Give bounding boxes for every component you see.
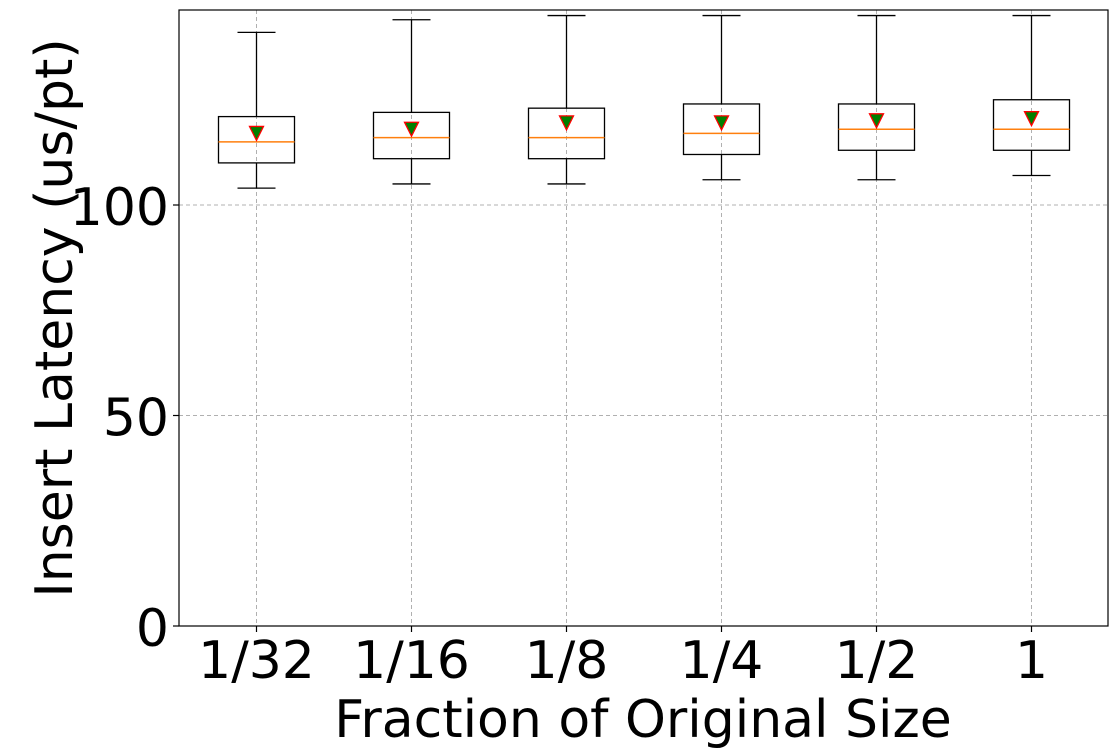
grid-lines bbox=[179, 10, 1108, 627]
y-tick-label: 100 bbox=[70, 178, 169, 238]
box-group bbox=[527, 14, 606, 185]
iqr-box bbox=[682, 103, 761, 156]
x-tick-label: 1/32 bbox=[198, 631, 315, 691]
mean-marker bbox=[403, 121, 420, 138]
mean-marker bbox=[248, 125, 265, 142]
iqr-box bbox=[837, 103, 916, 151]
plot-frame bbox=[178, 9, 1109, 627]
iqr-box bbox=[527, 107, 606, 160]
y-tick-label: 50 bbox=[103, 389, 169, 449]
box-group bbox=[992, 14, 1071, 177]
x-tick-label: 1/4 bbox=[680, 631, 764, 691]
box-group bbox=[837, 14, 916, 181]
iqr-box bbox=[992, 99, 1071, 151]
box-group bbox=[682, 14, 761, 181]
mean-marker bbox=[558, 115, 575, 132]
mean-marker bbox=[713, 115, 730, 132]
mean-marker bbox=[1023, 111, 1040, 128]
mean-marker bbox=[868, 113, 885, 130]
x-tick-label: 1/2 bbox=[835, 631, 919, 691]
iqr-box bbox=[217, 115, 296, 164]
x-tick-label: 1/16 bbox=[353, 631, 470, 691]
y-tick-label: 0 bbox=[136, 599, 169, 659]
x-axis-label: Fraction of Original Size bbox=[334, 690, 952, 750]
box-series bbox=[217, 14, 1071, 189]
x-tick-label: 1 bbox=[1015, 631, 1048, 691]
x-tick-label: 1/8 bbox=[525, 631, 609, 691]
box-group bbox=[217, 31, 296, 189]
axis-ticks: 0 50 100 1/32 1/16 1/8 1/4 1/2 1 bbox=[70, 178, 1048, 691]
y-axis-label: Insert Latency (us/pt) bbox=[25, 38, 85, 597]
box-group bbox=[372, 19, 451, 185]
iqr-box bbox=[372, 111, 451, 160]
